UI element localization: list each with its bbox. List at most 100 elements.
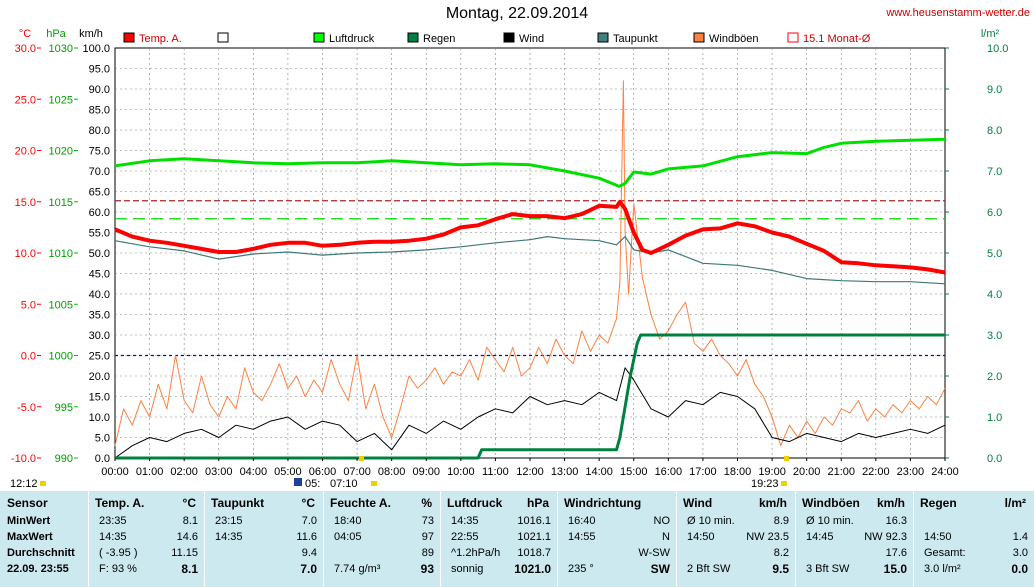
kmh-tick-label: 100.0 bbox=[82, 43, 110, 55]
time-tick-label: 00:00 bbox=[101, 466, 129, 478]
legend-label: Luftdruck bbox=[329, 33, 375, 45]
site-url: www.heusenstamm-wetter.de bbox=[886, 7, 1030, 19]
stats-gust-value-0: 16.3 bbox=[885, 515, 907, 527]
hpa-tick-label: 995 bbox=[55, 402, 73, 414]
stats-unit-rain: l/m² bbox=[1004, 496, 1026, 510]
stats-press-label-3: sonnig bbox=[451, 563, 484, 575]
stats-rain-value-3: 0.0 bbox=[1011, 562, 1028, 576]
temp-tick-label: -5.0 bbox=[17, 402, 36, 414]
kmh-tick-label: 5.0 bbox=[95, 433, 110, 445]
kmh-tick-label: 60.0 bbox=[89, 207, 110, 219]
time-tick-label: 24:00 bbox=[931, 466, 959, 478]
stats-gust-value-1: NW 92.3 bbox=[864, 531, 907, 543]
temp-unit-label: °C bbox=[19, 28, 31, 40]
time-tick-label: 19:00 bbox=[758, 466, 786, 478]
stats-press-value-3: 1021.0 bbox=[514, 562, 551, 576]
series-line-regen bbox=[115, 333, 945, 460]
sun-marker-icon bbox=[784, 456, 789, 461]
hpa-tick-label: 1015 bbox=[49, 197, 73, 209]
time-tick-label: 20:00 bbox=[793, 466, 821, 478]
stats-dir-value-3: SW bbox=[650, 562, 670, 576]
legend-label: Windböen bbox=[709, 33, 759, 45]
stats-press-label-2: ^1.2hPa/h bbox=[451, 547, 501, 559]
sun-icon bbox=[371, 481, 377, 486]
sun-marker-icon bbox=[359, 456, 364, 461]
stats-hum-value-1: 97 bbox=[421, 531, 434, 543]
hpa-tick-label: 1025 bbox=[49, 94, 73, 106]
kmh-tick-label: 0.0 bbox=[95, 453, 110, 465]
series-line-wind bbox=[114, 367, 946, 459]
stats-temp-value-3: 8.1 bbox=[181, 562, 198, 576]
kmh-unit-label: km/h bbox=[79, 28, 103, 40]
temp-tick-label: 25.0 bbox=[15, 94, 36, 106]
sunset-label: 19:23 bbox=[751, 478, 779, 490]
time-tick-label: 21:00 bbox=[827, 466, 855, 478]
stats-press-value-0: 1016.1 bbox=[517, 515, 551, 527]
kmh-tick-label: 70.0 bbox=[89, 166, 110, 178]
stats-hum-value-2: 89 bbox=[421, 547, 434, 559]
stats-unit-temp: °C bbox=[182, 496, 196, 510]
stats-dir-label-1: 14:55 bbox=[568, 531, 596, 543]
kmh-tick-label: 10.0 bbox=[89, 412, 110, 424]
kmh-tick-label: 45.0 bbox=[89, 269, 110, 281]
rain-tick-label: 10.0 bbox=[987, 43, 1008, 55]
temp-tick-label: 30.0 bbox=[15, 43, 36, 55]
hpa-tick-label: 1010 bbox=[49, 248, 73, 260]
stats-col-temp: Temp. A. °C 23:35 8.1 14:35 14.6 ( -3.95 ) 11.1… bbox=[89, 491, 205, 587]
legend: Temp. A. Luftdruck Regen Wind Taupunkt Windbö… bbox=[123, 32, 871, 45]
stats-rain-label-1: 14:50 bbox=[924, 531, 952, 543]
stats-rain-value-2: 3.0 bbox=[1012, 547, 1028, 559]
rain-tick-label: 5.0 bbox=[987, 248, 1002, 260]
stats-col-sensor: Sensor MinWert MaxWert Durchschnitt 22.0… bbox=[0, 491, 89, 587]
stats-temp-label-0: 23:35 bbox=[99, 515, 127, 527]
hpa-tick-label: 1005 bbox=[49, 299, 73, 311]
rain-unit-label: l/m² bbox=[981, 28, 1000, 40]
stats-rain-label-2: Gesamt: bbox=[924, 547, 966, 559]
time-tick-label: 09:00 bbox=[412, 466, 440, 478]
stats-col-press: Luftdruck hPa 14:35 1016.1 22:55 1021.1 ^1.2hP… bbox=[441, 491, 558, 587]
time-tick-label: 18:00 bbox=[724, 466, 752, 478]
kmh-tick-label: 55.0 bbox=[89, 228, 110, 240]
time-tick-label: 14:00 bbox=[585, 466, 613, 478]
time-tick-label: 22:00 bbox=[862, 466, 890, 478]
row-label-min: MinWert bbox=[7, 515, 51, 527]
series-line-temp-a- bbox=[114, 199, 946, 275]
legend-label: 15.1 Monat-Ø bbox=[803, 33, 871, 45]
rain-tick-label: 4.0 bbox=[987, 289, 1002, 301]
stats-col-dir: Windrichtung 16:40 NO 14:55 N W-SW 235 ° SW bbox=[558, 491, 677, 587]
stats-header-press: Luftdruck bbox=[447, 496, 503, 510]
legend-swatch bbox=[407, 32, 419, 43]
chart-title: Montag, 22.09.2014 bbox=[445, 5, 589, 22]
rain-tick-label: 7.0 bbox=[987, 166, 1002, 178]
kmh-tick-label: 40.0 bbox=[89, 289, 110, 301]
stats-dew-label-1: 14:35 bbox=[215, 531, 243, 543]
statistics-panel: Sensor MinWert MaxWert Durchschnitt 22.0… bbox=[0, 491, 1034, 587]
stats-temp-label-3: F: 93 % bbox=[99, 563, 137, 575]
time-tick-label: 02:00 bbox=[170, 466, 198, 478]
stats-gust-label-0: Ø 10 min. bbox=[806, 515, 854, 527]
time-tick-label: 23:00 bbox=[897, 466, 925, 478]
stats-wind-label-3: 2 Bft SW bbox=[687, 563, 731, 575]
stats-gust-value-3: 15.0 bbox=[883, 562, 907, 576]
hpa-tick-label: 1000 bbox=[49, 351, 73, 363]
legend-label: Temp. A. bbox=[139, 33, 182, 45]
kmh-tick-label: 75.0 bbox=[89, 146, 110, 158]
stats-press-value-1: 1021.1 bbox=[517, 531, 551, 543]
row-label-max: MaxWert bbox=[7, 531, 53, 543]
rain-tick-label: 3.0 bbox=[987, 330, 1002, 342]
kmh-tick-label: 95.0 bbox=[89, 64, 110, 76]
kmh-tick-label: 25.0 bbox=[89, 351, 110, 363]
legend-swatch bbox=[597, 32, 609, 43]
stats-temp-value-1: 14.6 bbox=[176, 531, 198, 543]
grid bbox=[114, 47, 946, 459]
stats-wind-value-2: 8.2 bbox=[773, 547, 789, 559]
stats-unit-wind: km/h bbox=[758, 496, 787, 510]
time-tick-label: 16:00 bbox=[655, 466, 683, 478]
stats-gust-value-2: 17.6 bbox=[885, 547, 907, 559]
time-tick-label: 01:00 bbox=[136, 466, 164, 478]
temp-tick-label: 5.0 bbox=[21, 299, 36, 311]
stats-header-rain: Regen bbox=[920, 496, 957, 510]
stats-press-value-2: 1018.7 bbox=[517, 547, 551, 559]
stats-hum-label-0: 18:40 bbox=[334, 515, 362, 527]
stats-wind-value-0: 8.9 bbox=[773, 515, 789, 527]
